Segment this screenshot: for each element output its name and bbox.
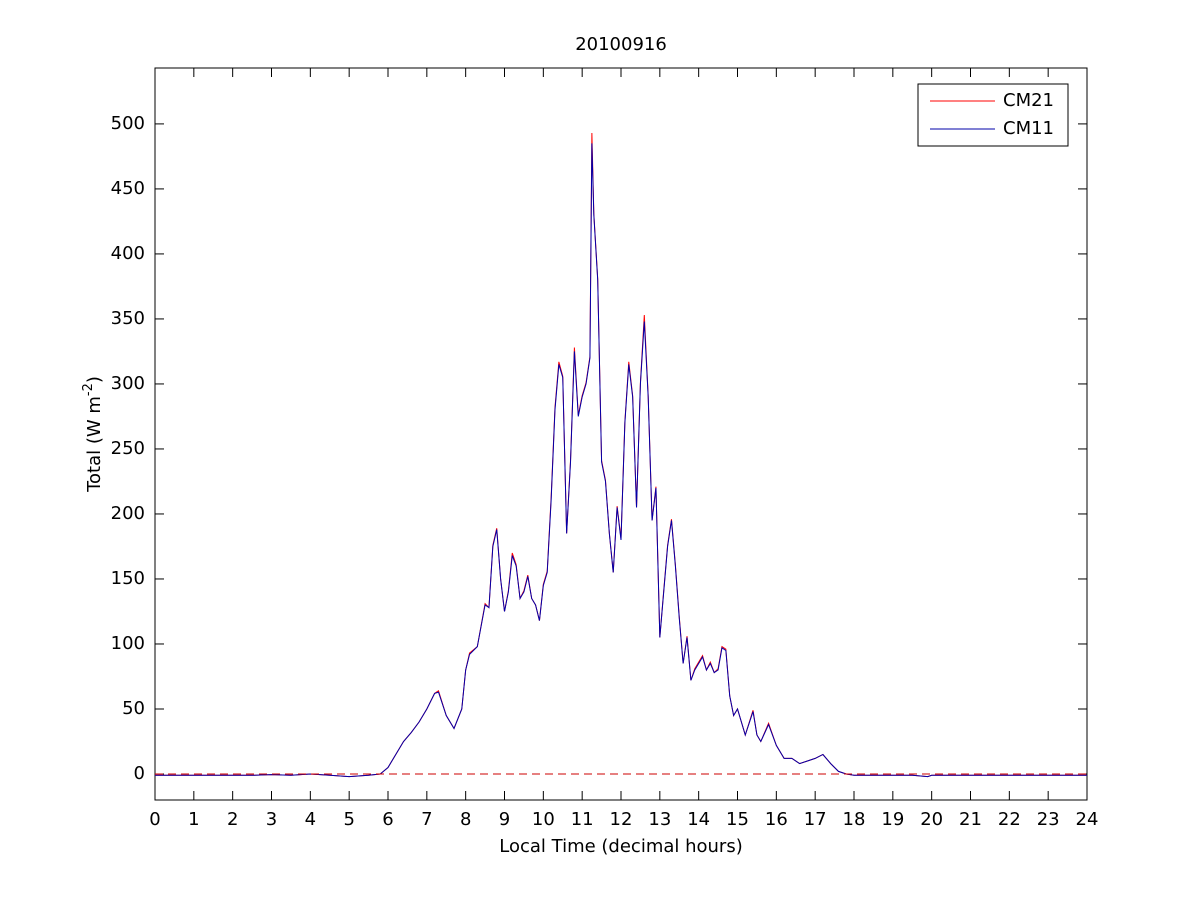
x-tick-label: 0 [149,809,160,830]
legend-label: CM11 [1003,118,1054,139]
x-tick-label: 13 [648,809,671,830]
x-tick-label: 8 [460,809,471,830]
x-tick-label: 14 [687,809,710,830]
x-tick-label: 16 [765,809,788,830]
legend-label: CM21 [1003,90,1054,111]
y-tick-label: 500 [111,113,145,134]
y-tick-label: 100 [111,633,145,654]
x-tick-label: 15 [726,809,749,830]
chart-title: 20100916 [575,34,667,55]
series-line [155,143,1087,778]
x-tick-label: 11 [571,809,594,830]
x-tick-label: 10 [532,809,555,830]
y-axis-label: Total (W m-2) [81,376,106,493]
x-tick-label: 1 [188,809,199,830]
y-label-text: Total (W m [84,396,105,493]
x-tick-label: 23 [1037,809,1060,830]
y-tick-label: 300 [111,373,145,394]
x-tick-label: 21 [959,809,982,830]
y-tick-label: 0 [134,763,145,784]
x-tick-label: 6 [382,809,393,830]
y-label-superscript: -2 [81,383,96,396]
x-tick-label: 17 [804,809,827,830]
x-tick-label: 7 [421,809,432,830]
x-tick-label: 5 [343,809,354,830]
x-tick-label: 22 [998,809,1021,830]
x-axis-label: Local Time (decimal hours) [499,836,742,857]
legend-box [917,83,1069,147]
x-tick-label: 20 [920,809,943,830]
x-tick-label: 24 [1076,809,1099,830]
plot-area [154,67,1088,801]
x-tick-label: 18 [843,809,866,830]
x-tick-label: 19 [881,809,904,830]
y-tick-label: 250 [111,438,145,459]
x-tick-label: 3 [266,809,277,830]
x-tick-label: 4 [305,809,316,830]
x-tick-label: 9 [499,809,510,830]
y-tick-label: 350 [111,308,145,329]
y-tick-label: 400 [111,243,145,264]
x-tick-label: 2 [227,809,238,830]
y-tick-label: 450 [111,178,145,199]
y-tick-label: 50 [122,698,145,719]
y-tick-label: 200 [111,503,145,524]
x-tick-label: 12 [610,809,633,830]
y-label-suffix: ) [84,376,105,383]
y-tick-label: 150 [111,568,145,589]
